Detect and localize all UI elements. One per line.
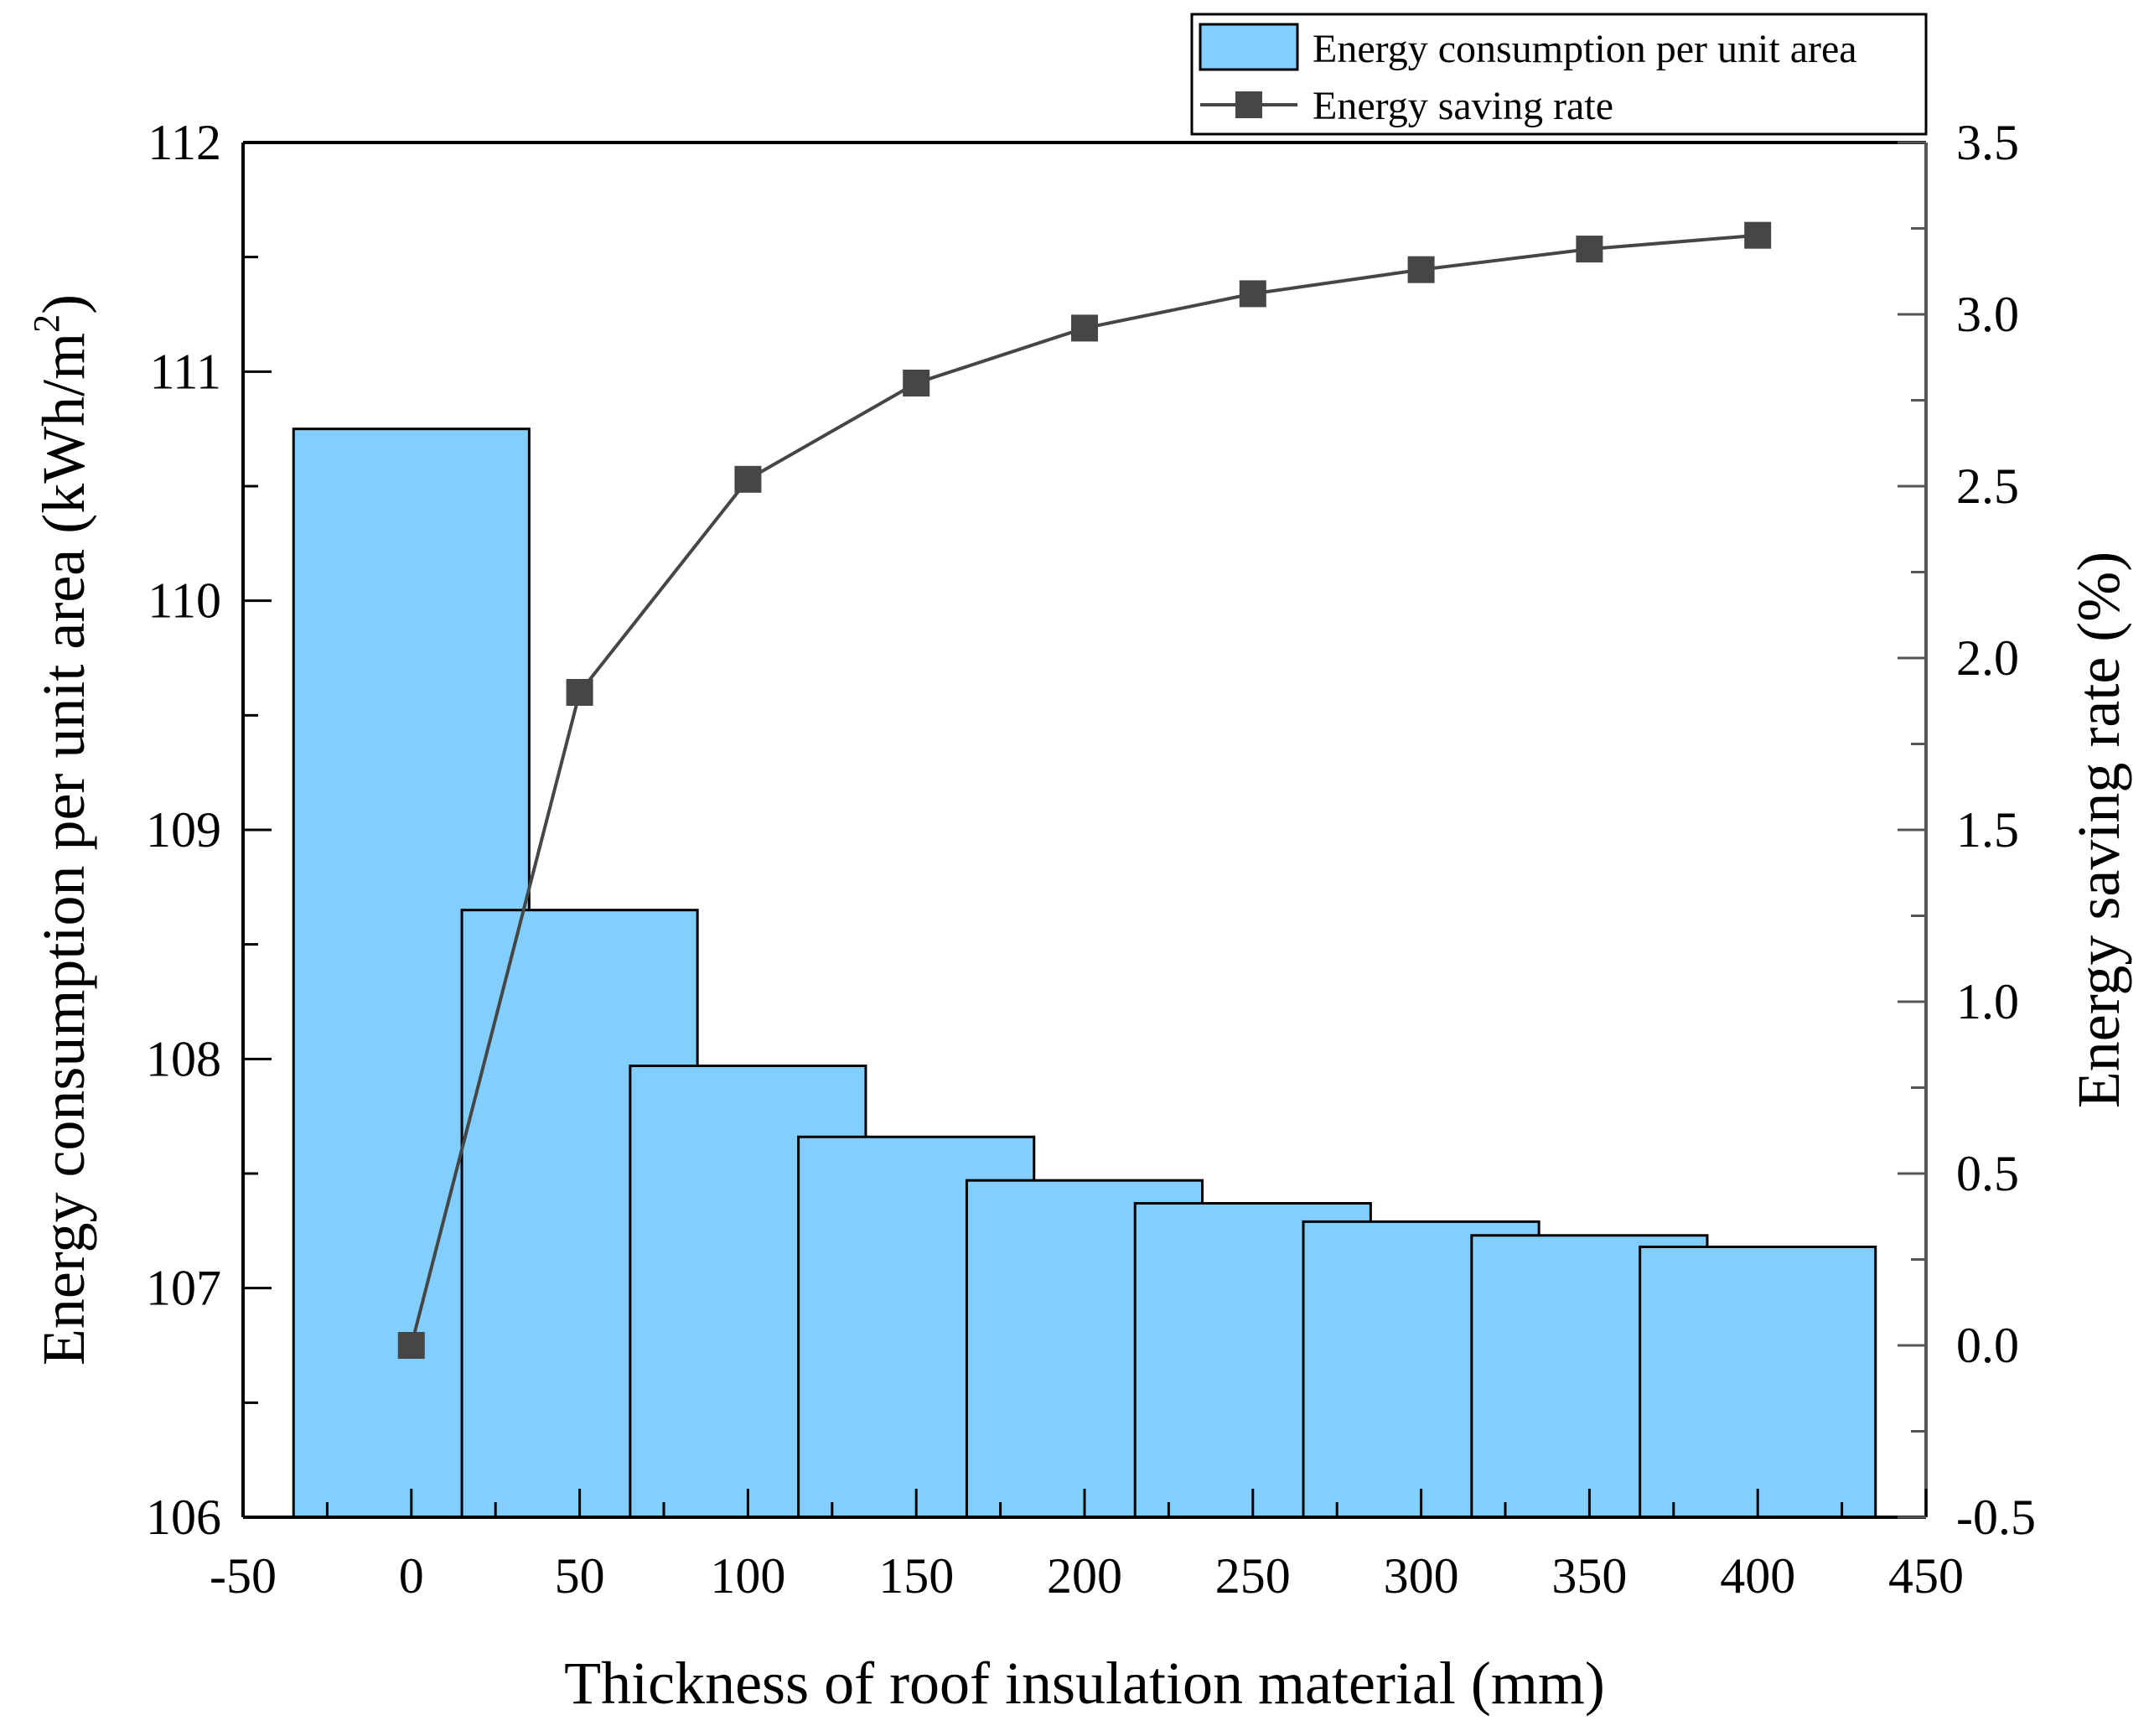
x-tick-label: 200	[1047, 1548, 1122, 1604]
x-tick-label: 0	[399, 1548, 424, 1604]
x-tick-label: 150	[878, 1548, 954, 1604]
saving-rate-point-150	[903, 370, 930, 396]
y-left-tick-label: 112	[148, 115, 221, 170]
saving-rate-point-100	[734, 465, 762, 493]
x-tick-label: 250	[1215, 1548, 1291, 1604]
y-right-tick-label: 0.5	[1956, 1146, 2019, 1201]
line-series	[397, 221, 1772, 1359]
saving-rate-point-0	[397, 1332, 425, 1359]
x-tick-label: -50	[210, 1548, 277, 1604]
saving-rate-point-350	[1576, 236, 1603, 263]
saving-rate-point-400	[1744, 221, 1772, 249]
legend-bar-label: Energy consumption per unit area	[1313, 27, 1857, 71]
x-tick-label: 300	[1384, 1548, 1459, 1604]
y-right-tick-label: 0.0	[1956, 1318, 2019, 1373]
bar-series	[292, 428, 1877, 1519]
saving-rate-point-250	[1239, 280, 1266, 308]
legend-bar-swatch	[1199, 23, 1299, 71]
y-left-tick-label: 111	[149, 344, 221, 399]
y-left-axis-title: Energy consumption per unit area (kWh/m2…	[26, 294, 97, 1365]
saving-rate-point-50	[566, 679, 593, 706]
y-right-tick-label: 3.5	[1956, 115, 2019, 170]
y-left-tick-label: 107	[146, 1261, 221, 1316]
y-left-tick-label: 110	[148, 573, 221, 629]
y-left-tick-label: 108	[146, 1031, 221, 1086]
legend-box	[1190, 13, 1928, 136]
saving-rate-point-200	[1071, 314, 1098, 342]
saving-rate-point-300	[1407, 256, 1435, 283]
y-right-tick-label: 3.0	[1956, 287, 2019, 342]
bar-400	[1639, 1245, 1877, 1519]
y-right-axis-title: Energy saving rate (%)	[2065, 552, 2132, 1108]
x-tick-label: 50	[555, 1548, 605, 1604]
y-left-tick-label: 109	[146, 802, 221, 858]
svg-text:Energy consumption per unit ar: Energy consumption per unit area (kWh/m2…	[26, 294, 97, 1365]
legend-line-marker	[1235, 91, 1262, 118]
x-tick-label: 400	[1720, 1548, 1795, 1604]
y-right-tick-label: 2.0	[1956, 630, 2019, 686]
y-left-title-close: )	[30, 294, 97, 314]
y-left-tick-label: 106	[146, 1490, 221, 1545]
x-tick-label: 350	[1551, 1548, 1627, 1604]
legend-line-label: Energy saving rate	[1313, 84, 1613, 128]
legend: Energy consumption per unit area Energy …	[1190, 13, 1928, 136]
y-right-tick-label: -0.5	[1956, 1490, 2036, 1545]
y-left-title-sup: 2	[26, 314, 67, 333]
y-right-tick-label: 1.5	[1956, 802, 2019, 858]
y-right-tick-label: 2.5	[1956, 459, 2019, 514]
ticks: -50 0 50 100 150 200 250 300 350 400 450 106 107 108 1…	[146, 115, 2036, 1604]
y-left-title-main: Energy consumption per unit area (kWh/m	[30, 333, 97, 1365]
y-right-tick-label: 1.0	[1956, 974, 2019, 1029]
x-tick-label: 100	[710, 1548, 785, 1604]
x-tick-label: 450	[1888, 1548, 1964, 1604]
x-axis-title: Thickness of roof insulation material (m…	[564, 1650, 1605, 1717]
